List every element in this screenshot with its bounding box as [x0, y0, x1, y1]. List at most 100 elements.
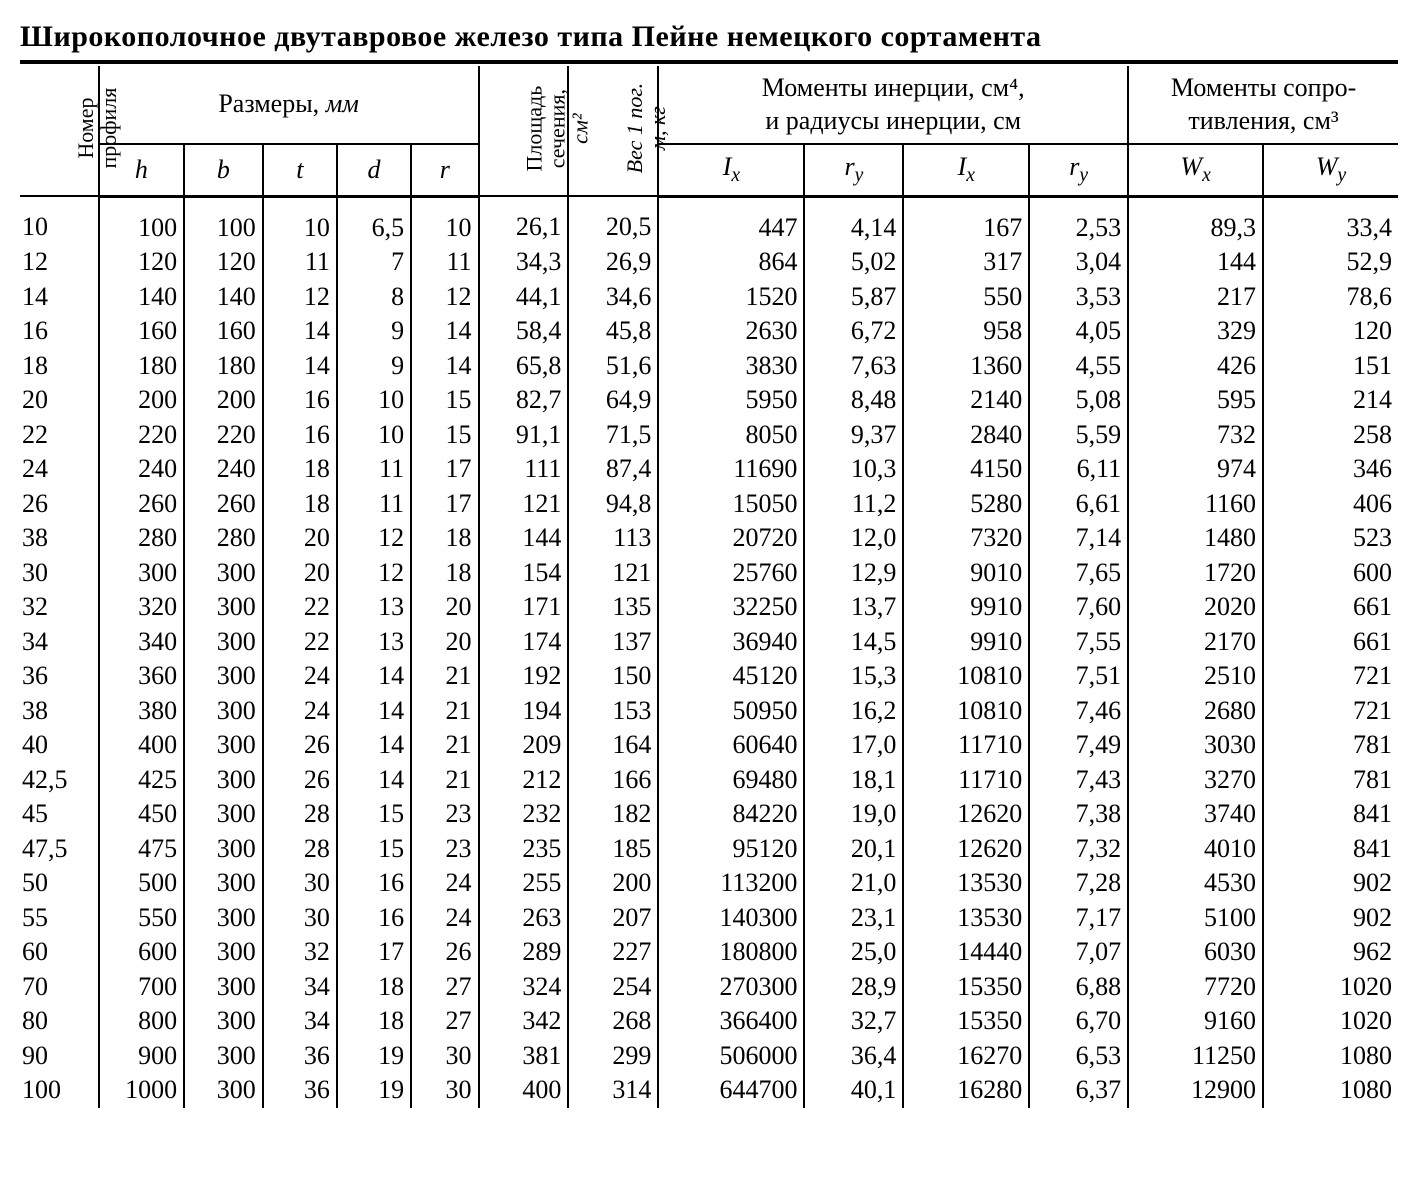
table-cell: 2680 — [1128, 694, 1263, 729]
table-row: 404003002614212091646064017,0117107,4930… — [20, 728, 1398, 763]
table-cell: 16 — [337, 901, 411, 936]
table-cell: 1080 — [1263, 1039, 1398, 1074]
table-cell: 6,11 — [1029, 452, 1128, 487]
table-row: 2020020016101582,764,959508,4821405,0859… — [20, 383, 1398, 418]
table-cell: 36 — [263, 1039, 337, 1074]
table-cell: 50 — [20, 866, 99, 901]
table-cell: 24 — [20, 452, 99, 487]
table-cell: 36940 — [658, 625, 804, 660]
table-cell: 644700 — [658, 1073, 804, 1108]
table-cell: 20,1 — [804, 832, 903, 867]
col-r: r — [411, 144, 478, 196]
table-cell: 144 — [1128, 245, 1263, 280]
table-row: 382802802012181441132072012,073207,14148… — [20, 521, 1398, 556]
table-cell: 781 — [1263, 763, 1398, 798]
table-cell: 300 — [184, 728, 263, 763]
table-cell: 11710 — [903, 728, 1029, 763]
table-cell: 40,1 — [804, 1073, 903, 1108]
table-cell: 64,9 — [568, 383, 658, 418]
table-cell: 9910 — [903, 590, 1029, 625]
table-cell: 111 — [479, 452, 569, 487]
table-cell: 10810 — [903, 694, 1029, 729]
table-cell: 200 — [99, 383, 184, 418]
table-cell: 60 — [20, 935, 99, 970]
col-Wy: Wy — [1263, 144, 1398, 196]
table-cell: 5,87 — [804, 280, 903, 315]
table-cell: 360 — [99, 659, 184, 694]
table-cell: 23,1 — [804, 901, 903, 936]
table-cell: 13 — [337, 590, 411, 625]
table-cell: 7720 — [1128, 970, 1263, 1005]
table-cell: 214 — [1263, 383, 1398, 418]
table-cell: 19 — [337, 1039, 411, 1074]
table-cell: 300 — [184, 1004, 263, 1039]
table-cell: 13530 — [903, 866, 1029, 901]
table-cell: 3830 — [658, 349, 804, 384]
table-cell: 180 — [99, 349, 184, 384]
table-row: 181801801491465,851,638307,6313604,55426… — [20, 349, 1398, 384]
table-cell: 7320 — [903, 521, 1029, 556]
table-cell: 60640 — [658, 728, 804, 763]
table-row: 323203002213201711353225013,799107,60202… — [20, 590, 1398, 625]
table-cell: 84220 — [658, 797, 804, 832]
table-cell: 1520 — [658, 280, 804, 315]
table-cell: 15 — [411, 383, 478, 418]
table-cell: 34 — [263, 1004, 337, 1039]
table-cell: 268 — [568, 1004, 658, 1039]
table-cell: 26 — [263, 763, 337, 798]
title-rule — [20, 60, 1398, 64]
table-cell: 58,4 — [479, 314, 569, 349]
table-cell: 299 — [568, 1039, 658, 1074]
table-cell: 24 — [411, 866, 478, 901]
table-cell: 12 — [337, 521, 411, 556]
table-cell: 9 — [337, 314, 411, 349]
table-cell: 65,8 — [479, 349, 569, 384]
table-cell: 300 — [184, 659, 263, 694]
col-Iy: Ix — [903, 144, 1029, 196]
col-d: d — [337, 144, 411, 196]
table-cell: 400 — [479, 1073, 569, 1108]
page-title: Широкополочное двутавровое железо типа П… — [20, 20, 1398, 54]
col-ry2: ry — [1029, 144, 1128, 196]
table-cell: 14 — [411, 349, 478, 384]
table-cell: 426 — [1128, 349, 1263, 384]
col-group-area: Площадь сечения,см² — [479, 66, 569, 196]
table-cell: 36 — [263, 1073, 337, 1108]
table-cell: 6030 — [1128, 935, 1263, 970]
table-cell: 14 — [263, 349, 337, 384]
table-cell: 2840 — [903, 418, 1029, 453]
table-cell: 137 — [568, 625, 658, 660]
table-cell: 5100 — [1128, 901, 1263, 936]
table-cell: 340 — [99, 625, 184, 660]
table-cell: 22 — [263, 590, 337, 625]
table-cell: 974 — [1128, 452, 1263, 487]
table-row: 161601601491458,445,826306,729584,053291… — [20, 314, 1398, 349]
table-cell: 263 — [479, 901, 569, 936]
table-cell: 16,2 — [804, 694, 903, 729]
table-cell: 166 — [568, 763, 658, 798]
table-cell: 21 — [411, 694, 478, 729]
table-cell: 10 — [20, 196, 99, 245]
table-cell: 34 — [263, 970, 337, 1005]
table-cell: 15 — [337, 797, 411, 832]
table-cell: 100 — [99, 196, 184, 245]
table-cell: 5,59 — [1029, 418, 1128, 453]
table-cell: 300 — [184, 590, 263, 625]
table-cell: 27 — [411, 970, 478, 1005]
table-cell: 381 — [479, 1039, 569, 1074]
table-cell: 11 — [337, 487, 411, 522]
table-cell: 32 — [263, 935, 337, 970]
table-cell: 12620 — [903, 797, 1029, 832]
table-cell: 2630 — [658, 314, 804, 349]
table-cell: 500 — [99, 866, 184, 901]
table-cell: 38 — [20, 694, 99, 729]
table-cell: 7,07 — [1029, 935, 1128, 970]
table-cell: 12 — [411, 280, 478, 315]
table-cell: 7,51 — [1029, 659, 1128, 694]
table-cell: 475 — [99, 832, 184, 867]
table-cell: 12 — [263, 280, 337, 315]
table-cell: 11690 — [658, 452, 804, 487]
table-cell: 20 — [411, 625, 478, 660]
table-cell: 227 — [568, 935, 658, 970]
table-cell: 732 — [1128, 418, 1263, 453]
